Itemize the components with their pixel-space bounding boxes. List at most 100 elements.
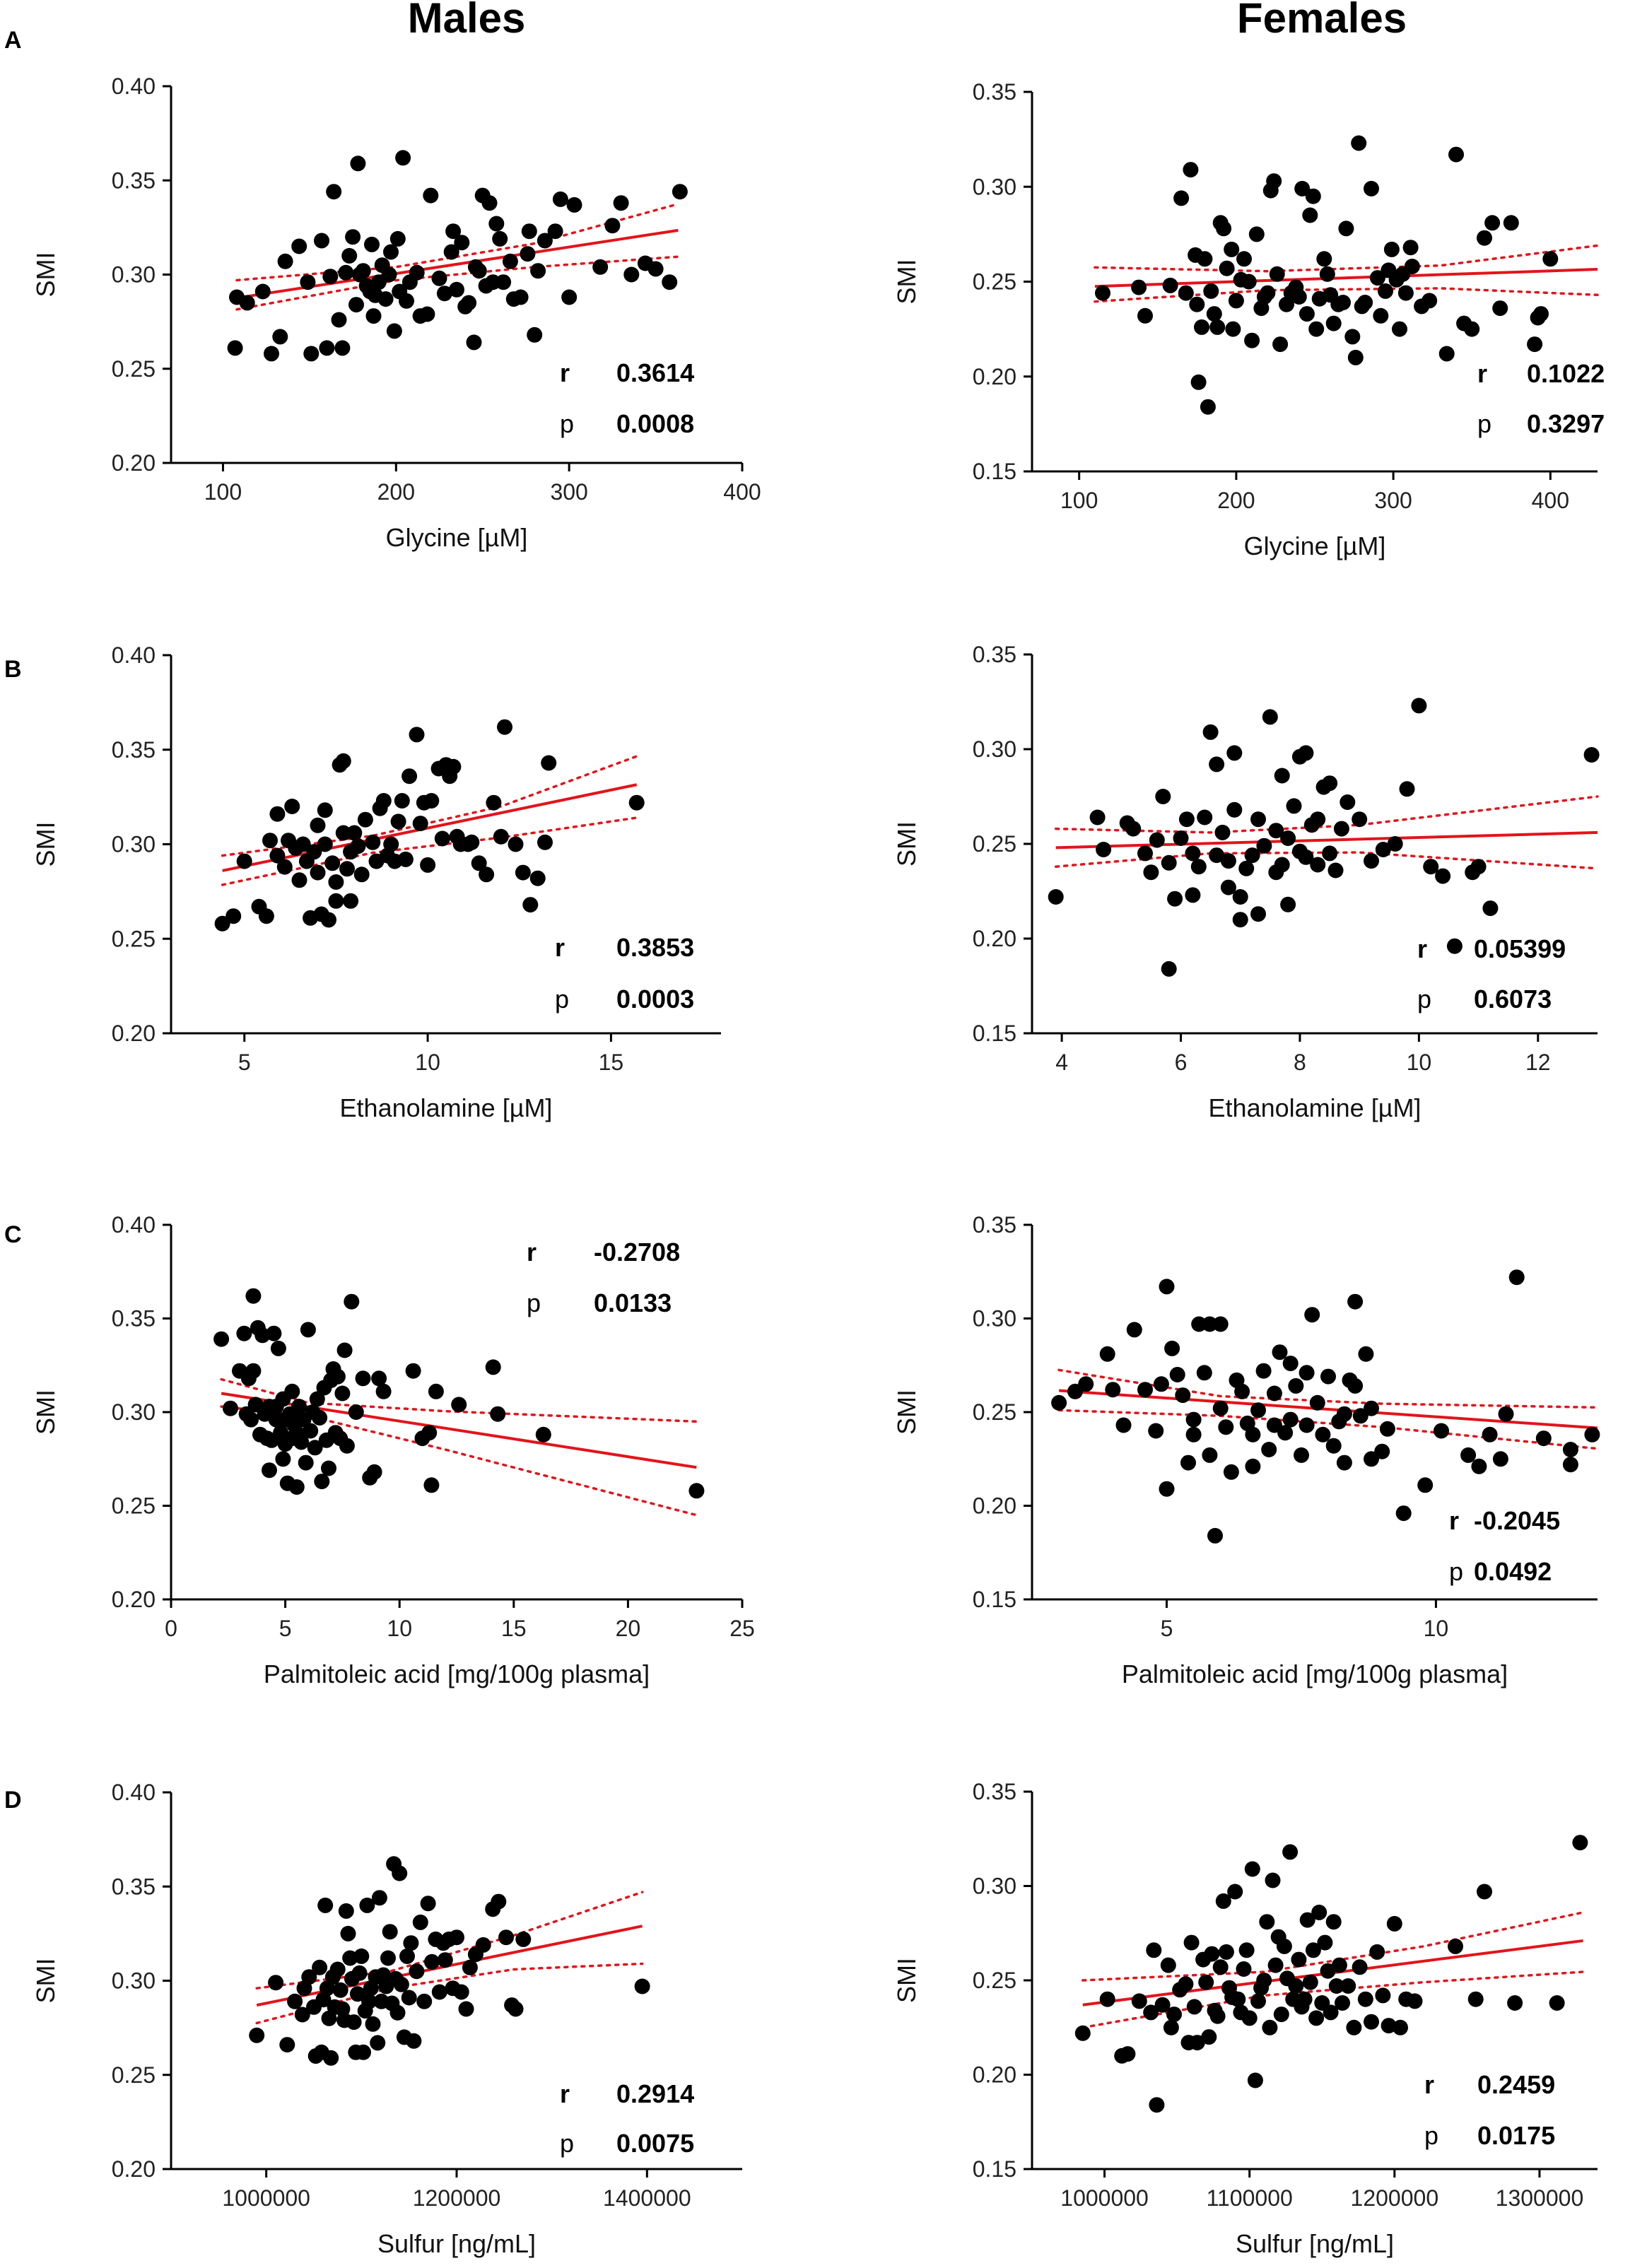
data-point: [1562, 1442, 1578, 1457]
data-point: [1206, 306, 1222, 322]
data-point: [1291, 1951, 1307, 1968]
y-tick-label: 0.35: [973, 79, 1016, 105]
y-axis-label: SMI: [31, 1958, 60, 2003]
data-point: [1352, 811, 1368, 828]
data-point: [295, 836, 311, 852]
data-point: [1277, 1425, 1294, 1441]
data-point: [1173, 190, 1190, 206]
data-point: [365, 2016, 381, 2032]
y-tick-label: 0.30: [973, 1874, 1016, 1899]
data-point: [1115, 1417, 1132, 1433]
data-point: [312, 1410, 328, 1426]
x-tick-label: 15: [501, 1616, 527, 1641]
data-point: [416, 1993, 433, 2009]
data-point: [508, 836, 524, 852]
data-point: [412, 816, 428, 832]
data-point: [223, 1400, 238, 1416]
data-point: [389, 2004, 406, 2021]
data-point: [346, 2014, 362, 2031]
data-point: [1338, 221, 1354, 237]
data-point: [443, 244, 459, 260]
confidence-band-lower: [235, 255, 680, 311]
data-point: [1163, 2019, 1179, 2035]
data-point: [1387, 836, 1403, 852]
data-point: [1197, 251, 1213, 267]
stat-r-label: r: [1449, 1506, 1459, 1535]
data-point: [1143, 864, 1159, 881]
data-point: [1276, 1938, 1292, 1954]
confidence-band-upper: [220, 1377, 698, 1423]
data-point: [353, 866, 370, 883]
data-point: [492, 230, 508, 247]
data-point: [1268, 823, 1284, 839]
y-axis-label: SMI: [31, 252, 60, 297]
data-point: [1375, 842, 1391, 857]
stat-r-label: r: [560, 2079, 570, 2108]
data-point: [1166, 2006, 1182, 2023]
data-point: [1197, 809, 1213, 825]
stat-r-value: 0.2914: [616, 2079, 694, 2108]
regression-line: [1055, 830, 1598, 850]
data-point: [1226, 745, 1243, 761]
data-point: [527, 327, 543, 343]
data-point: [1266, 1417, 1282, 1433]
scatter-panel-b-males: 0.20 0.25 0.30 0.35 0.40 5 10 15 Ethanolamine [µ…: [31, 642, 721, 1122]
data-point: [1148, 1423, 1164, 1439]
data-point: [1096, 842, 1112, 857]
data-point: [1241, 274, 1257, 290]
data-point: [1272, 336, 1289, 353]
data-point: [449, 281, 464, 298]
data-point: [1498, 1406, 1514, 1422]
data-point: [1325, 1914, 1342, 1930]
data-point: [332, 1982, 348, 1998]
data-point: [1386, 1915, 1402, 1932]
data-point: [1099, 1346, 1115, 1362]
data-point: [1484, 215, 1501, 231]
data-point: [1164, 1340, 1180, 1356]
data-point: [294, 2006, 310, 2023]
y-tick-label: 0.35: [112, 737, 156, 763]
data-point: [314, 233, 329, 249]
data-point: [1248, 226, 1265, 242]
data-point: [321, 912, 336, 928]
data-point: [345, 229, 361, 245]
data-point: [434, 830, 450, 847]
y-tick-label: 0.25: [112, 2062, 156, 2088]
data-point: [1149, 2097, 1165, 2113]
data-point: [449, 1929, 464, 1946]
data-point: [243, 1411, 259, 1428]
y-tick-label: 0.40: [112, 74, 156, 99]
data-point: [269, 806, 286, 822]
data-point: [1347, 1377, 1364, 1394]
x-tick-label: 200: [1217, 488, 1255, 513]
y-axis-label: SMI: [31, 821, 60, 866]
data-point: [293, 1434, 310, 1450]
data-point: [672, 184, 688, 200]
data-point: [1280, 830, 1296, 846]
data-point: [1190, 374, 1207, 390]
data-point: [1215, 1893, 1231, 1909]
data-point: [1335, 295, 1351, 310]
data-point: [1218, 1944, 1234, 1960]
data-point: [300, 274, 316, 290]
data-point: [515, 1931, 532, 1947]
data-point: [1584, 1426, 1600, 1443]
y-tick-label: 0.35: [973, 1212, 1016, 1238]
data-point: [276, 859, 293, 875]
data-point: [1369, 1944, 1385, 1960]
data-point: [1241, 2010, 1258, 2026]
data-point: [515, 864, 531, 881]
x-tick-label: 100: [204, 479, 242, 505]
scatter-panel-a-females: 0.15 0.20 0.25 0.30 0.35 100 200 300 400 Glycine …: [892, 79, 1605, 560]
data-point: [1185, 1426, 1202, 1443]
data-point: [264, 346, 279, 362]
data-point: [1435, 868, 1451, 884]
data-point: [535, 1426, 551, 1443]
data-point: [353, 1948, 370, 1964]
data-point: [421, 1425, 438, 1441]
x-tick-label: 0: [165, 1616, 177, 1641]
y-tick-label: 0.25: [973, 831, 1016, 857]
y-tick-label: 0.20: [973, 364, 1016, 389]
x-tick-label: 5: [238, 1050, 251, 1075]
data-point: [343, 893, 359, 909]
